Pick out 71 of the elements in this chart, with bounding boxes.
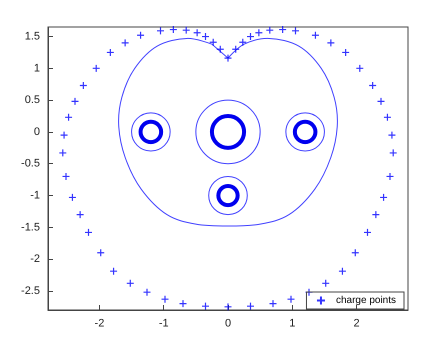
point — [342, 48, 350, 57]
x-tick-label: 1 — [289, 318, 296, 330]
y-tick-label: -2 — [30, 253, 40, 266]
y-tick-label: -0.5 — [21, 158, 40, 170]
point — [363, 228, 372, 237]
x-tick-label: 0 — [224, 318, 232, 330]
point — [232, 45, 240, 54]
point — [201, 302, 210, 310]
point — [356, 64, 364, 72]
point — [304, 288, 314, 296]
y-tick-label: 0 — [34, 126, 40, 138]
x-tick-label: 2 — [354, 318, 360, 330]
point — [278, 25, 287, 34]
point — [160, 295, 170, 304]
point — [386, 172, 394, 181]
point — [388, 131, 396, 140]
point — [254, 28, 263, 37]
point — [383, 113, 392, 122]
point — [376, 97, 386, 106]
point — [84, 228, 93, 237]
point — [224, 302, 232, 311]
point — [311, 31, 320, 40]
point — [169, 25, 178, 34]
legend-label: charge points — [336, 295, 396, 306]
point — [238, 38, 247, 46]
point — [60, 131, 68, 140]
point — [136, 31, 145, 40]
point — [126, 279, 134, 288]
point — [286, 295, 296, 304]
point — [372, 210, 380, 219]
y-tick-label: -2.5 — [21, 284, 40, 297]
point — [106, 48, 114, 57]
point — [178, 300, 188, 308]
point — [193, 28, 202, 37]
point — [201, 32, 210, 41]
point — [209, 38, 218, 46]
y-tick-label: 1.5 — [24, 30, 40, 43]
point — [291, 26, 300, 35]
x-tick-label: -2 — [94, 318, 104, 330]
point — [389, 148, 398, 158]
point — [368, 81, 377, 90]
point — [79, 81, 88, 90]
point — [121, 38, 130, 47]
point — [351, 248, 360, 257]
point — [322, 279, 330, 288]
y-tick-label: -1.5 — [21, 221, 40, 234]
point — [62, 172, 70, 181]
point — [266, 26, 274, 34]
point — [92, 64, 100, 72]
y-tick-label: 1 — [34, 62, 40, 74]
point — [268, 300, 278, 308]
point — [182, 26, 190, 34]
point — [338, 267, 347, 276]
point — [246, 32, 255, 41]
point — [326, 38, 335, 47]
point — [156, 26, 165, 35]
point — [58, 148, 67, 158]
y-tick-label: -1 — [30, 190, 40, 202]
x-tick-label: -1 — [158, 318, 169, 330]
point — [379, 193, 388, 202]
y-tick-label: 0.5 — [24, 94, 40, 106]
point — [224, 54, 232, 62]
point — [142, 288, 152, 296]
point — [68, 193, 77, 202]
point — [64, 113, 73, 122]
point — [76, 210, 84, 219]
point — [96, 248, 105, 257]
point — [216, 45, 224, 54]
point — [246, 302, 255, 310]
point — [70, 97, 80, 106]
point — [109, 267, 118, 276]
